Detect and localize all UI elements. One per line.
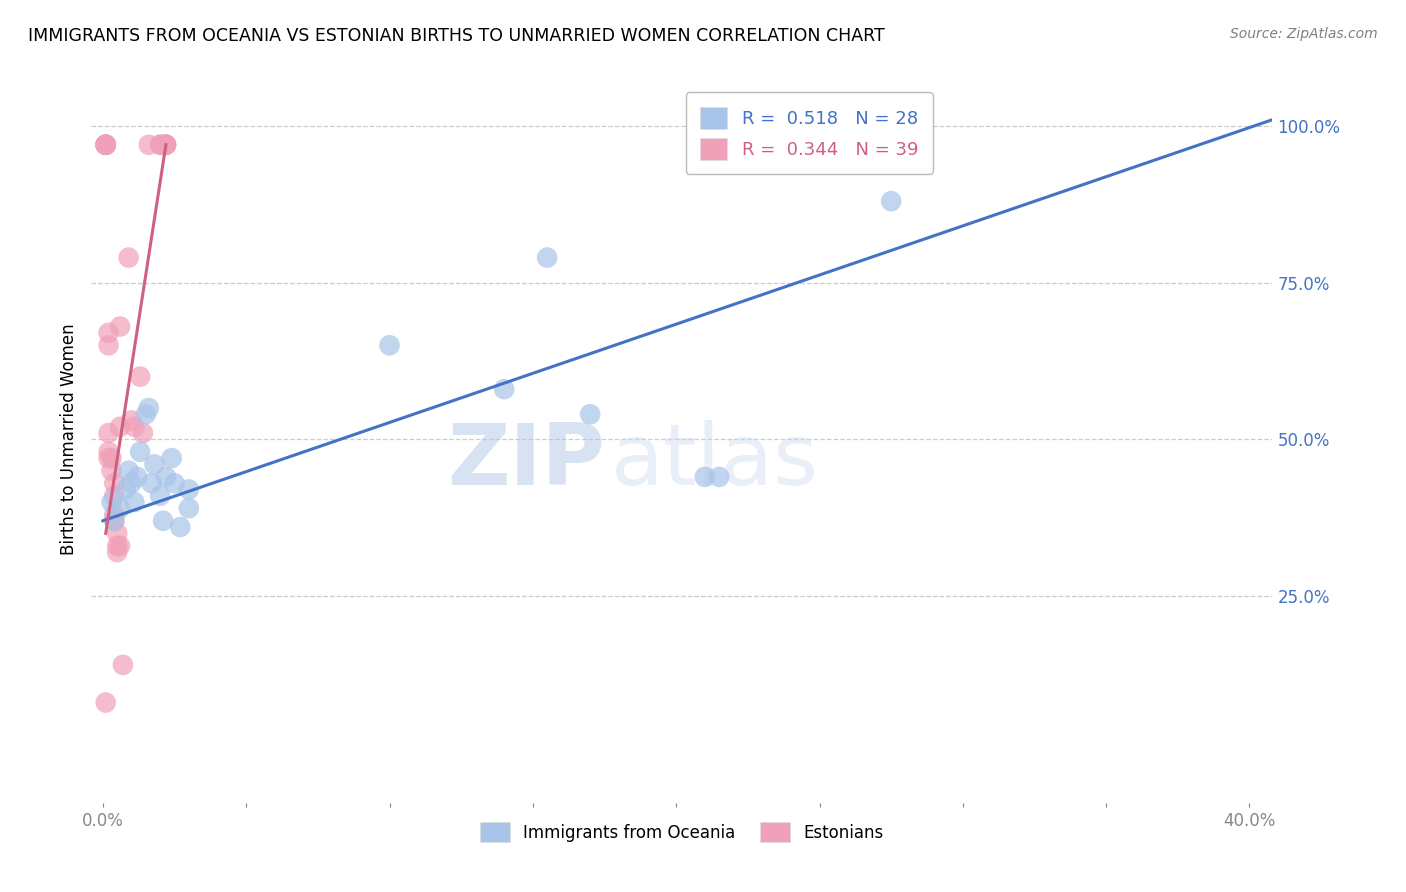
Point bbox=[177, 483, 200, 497]
Point bbox=[155, 137, 177, 152]
Point bbox=[124, 495, 146, 509]
Point bbox=[155, 137, 177, 152]
Point bbox=[118, 464, 141, 478]
Point bbox=[94, 137, 117, 152]
Point bbox=[124, 419, 146, 434]
Point bbox=[149, 137, 172, 152]
Point bbox=[108, 419, 131, 434]
Point bbox=[105, 526, 128, 541]
Point bbox=[177, 501, 200, 516]
Point bbox=[135, 407, 157, 421]
Text: Source: ZipAtlas.com: Source: ZipAtlas.com bbox=[1230, 27, 1378, 41]
Point bbox=[103, 514, 125, 528]
Point bbox=[138, 137, 160, 152]
Point bbox=[97, 451, 120, 466]
Point bbox=[94, 137, 117, 152]
Point bbox=[108, 319, 131, 334]
Point bbox=[169, 520, 191, 534]
Point bbox=[94, 137, 117, 152]
Point bbox=[103, 476, 125, 491]
Point bbox=[155, 137, 177, 152]
Point bbox=[129, 445, 152, 459]
Point bbox=[536, 251, 558, 265]
Point bbox=[121, 476, 143, 491]
Point bbox=[94, 137, 117, 152]
Point bbox=[494, 382, 516, 396]
Point bbox=[129, 369, 152, 384]
Text: atlas: atlas bbox=[612, 419, 820, 502]
Point bbox=[149, 489, 172, 503]
Point bbox=[97, 326, 120, 340]
Y-axis label: Births to Unmarried Women: Births to Unmarried Women bbox=[59, 324, 77, 555]
Point bbox=[97, 425, 120, 440]
Point bbox=[141, 476, 163, 491]
Point bbox=[100, 451, 122, 466]
Point bbox=[138, 401, 160, 415]
Point bbox=[155, 470, 177, 484]
Point bbox=[143, 458, 166, 472]
Point bbox=[105, 539, 128, 553]
Point bbox=[163, 476, 186, 491]
Point bbox=[108, 539, 131, 553]
Point bbox=[94, 137, 117, 152]
Point bbox=[880, 194, 903, 209]
Point bbox=[127, 470, 149, 484]
Point bbox=[97, 338, 120, 352]
Point bbox=[114, 483, 136, 497]
Point bbox=[103, 514, 125, 528]
Point bbox=[105, 545, 128, 559]
Point bbox=[103, 508, 125, 522]
Point bbox=[132, 425, 155, 440]
Point bbox=[94, 696, 117, 710]
Point bbox=[121, 413, 143, 427]
Point bbox=[709, 470, 731, 484]
Text: IMMIGRANTS FROM OCEANIA VS ESTONIAN BIRTHS TO UNMARRIED WOMEN CORRELATION CHART: IMMIGRANTS FROM OCEANIA VS ESTONIAN BIRT… bbox=[28, 27, 884, 45]
Point bbox=[378, 338, 401, 352]
Point bbox=[160, 451, 183, 466]
Point bbox=[100, 464, 122, 478]
Point bbox=[152, 514, 174, 528]
Point bbox=[579, 407, 602, 421]
Text: ZIP: ZIP bbox=[447, 419, 605, 502]
Point bbox=[155, 137, 177, 152]
Point bbox=[118, 251, 141, 265]
Point bbox=[94, 137, 117, 152]
Point bbox=[103, 489, 125, 503]
Point bbox=[100, 495, 122, 509]
Point bbox=[693, 470, 716, 484]
Point bbox=[155, 137, 177, 152]
Point bbox=[97, 445, 120, 459]
Point bbox=[149, 137, 172, 152]
Point bbox=[94, 137, 117, 152]
Point bbox=[111, 657, 134, 672]
Point bbox=[108, 501, 131, 516]
Legend: Immigrants from Oceania, Estonians: Immigrants from Oceania, Estonians bbox=[474, 815, 890, 849]
